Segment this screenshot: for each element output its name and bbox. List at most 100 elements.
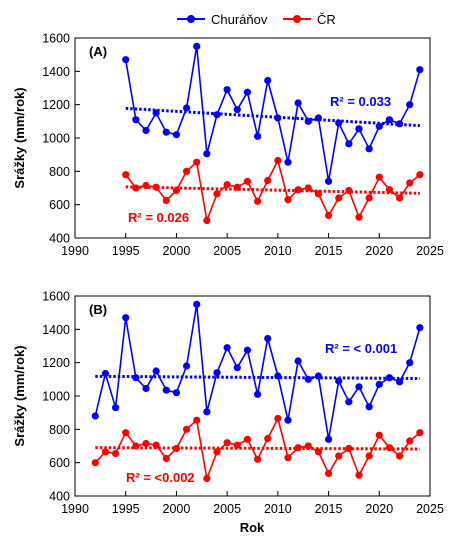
data-point-churanov	[152, 109, 160, 117]
data-point-cr	[122, 171, 130, 179]
r2-annotation-churanov-a: R² = 0.033	[330, 94, 391, 109]
x-tick-label: 2015	[315, 502, 343, 516]
data-point-cr	[152, 441, 160, 449]
data-point-churanov	[355, 383, 363, 391]
data-point-churanov	[233, 106, 241, 114]
data-point-cr	[365, 194, 373, 202]
y-tick-label: 1000	[42, 390, 70, 404]
data-point-cr	[243, 177, 252, 185]
y-tick-label: 1600	[42, 32, 70, 46]
data-point-churanov	[162, 128, 170, 136]
data-point-cr	[264, 176, 272, 185]
x-tick-label: 2020	[365, 502, 393, 516]
data-point-churanov	[264, 334, 272, 343]
data-point-cr	[111, 449, 120, 458]
data-point-churanov	[162, 386, 170, 394]
data-point-cr	[193, 158, 201, 166]
data-point-churanov	[264, 76, 272, 85]
x-tick-label: 2010	[264, 244, 292, 258]
data-point-cr	[122, 429, 130, 437]
data-point-churanov	[243, 88, 252, 96]
y-tick-label: 1200	[42, 356, 70, 370]
data-point-cr	[264, 434, 272, 443]
panel-label-a: (A)	[89, 44, 107, 59]
data-point-churanov	[223, 344, 231, 352]
y-tick-label: 400	[49, 490, 70, 504]
data-point-cr	[395, 452, 404, 460]
data-point-cr	[274, 414, 282, 423]
data-point-churanov	[416, 66, 424, 74]
data-point-cr	[233, 441, 241, 449]
data-point-churanov	[304, 375, 312, 383]
data-point-cr	[203, 474, 211, 483]
data-point-churanov	[142, 384, 150, 393]
data-point-cr	[365, 452, 373, 460]
data-point-cr	[314, 190, 323, 198]
data-point-churanov	[132, 116, 140, 124]
data-point-cr	[416, 171, 424, 179]
trendline-cr	[125, 185, 420, 195]
y-tick-label: 400	[49, 232, 70, 246]
x-tick-label: 2020	[365, 244, 393, 258]
x-tick-label: 2000	[163, 244, 191, 258]
data-point-cr	[243, 435, 252, 443]
y-tick-label: 1600	[42, 290, 70, 304]
data-point-churanov	[152, 367, 160, 375]
x-tick-label: 1995	[112, 502, 140, 516]
data-point-churanov	[335, 119, 343, 127]
data-point-cr	[355, 213, 363, 221]
data-point-cr	[132, 442, 140, 450]
data-point-churanov	[365, 145, 373, 153]
data-point-churanov	[284, 158, 292, 166]
data-point-cr	[152, 183, 160, 191]
data-point-churanov	[345, 398, 353, 406]
x-tick-label: 1995	[112, 244, 140, 258]
y-tick-label: 800	[49, 423, 70, 437]
data-point-cr	[324, 469, 333, 478]
x-tick-label: 2025	[416, 244, 444, 258]
data-point-churanov	[304, 117, 312, 125]
data-point-cr	[304, 184, 312, 192]
x-tick-label: 2005	[213, 502, 241, 516]
data-point-cr	[253, 197, 262, 205]
data-point-churanov	[324, 177, 333, 185]
data-point-cr	[304, 442, 312, 450]
y-axis-label-b: Srážky (mm/rok)	[12, 345, 27, 446]
data-point-churanov	[193, 42, 201, 50]
data-point-cr	[142, 181, 150, 190]
data-point-cr	[162, 454, 170, 463]
data-point-cr	[284, 196, 292, 204]
y-tick-label: 1000	[42, 132, 70, 146]
data-point-cr	[335, 452, 343, 460]
y-tick-label: 1400	[42, 65, 70, 79]
r2-annotation-churanov-b: R² = < 0.001	[325, 341, 397, 356]
x-tick-label: 2010	[264, 502, 292, 516]
data-point-cr	[162, 196, 170, 205]
y-tick-label: 1400	[42, 323, 70, 337]
data-point-cr	[203, 216, 211, 225]
x-tick-label: 1990	[61, 244, 89, 258]
data-point-churanov	[365, 403, 373, 411]
data-point-cr	[132, 184, 140, 192]
data-point-cr	[385, 444, 394, 452]
y-tick-label: 800	[49, 165, 70, 179]
trendline-churanov	[95, 374, 420, 380]
data-point-churanov	[182, 362, 191, 370]
data-point-churanov	[274, 114, 282, 122]
data-point-churanov	[375, 380, 383, 388]
x-tick-label: 2015	[315, 244, 343, 258]
plot-area-b	[74, 295, 431, 497]
data-point-cr	[182, 167, 191, 175]
plot-area-a	[74, 37, 431, 239]
data-point-cr	[91, 459, 99, 467]
data-point-churanov	[182, 104, 191, 112]
data-point-cr	[335, 194, 343, 202]
data-point-churanov	[172, 131, 181, 139]
data-point-cr	[406, 179, 414, 187]
data-point-cr	[142, 439, 150, 448]
data-point-cr	[385, 186, 394, 194]
r2-annotation-cr-a: R² = 0.026	[128, 210, 189, 225]
x-axis-label-b: Rok	[240, 520, 265, 535]
trendline-cr	[95, 446, 420, 451]
y-tick-label: 600	[49, 198, 70, 212]
